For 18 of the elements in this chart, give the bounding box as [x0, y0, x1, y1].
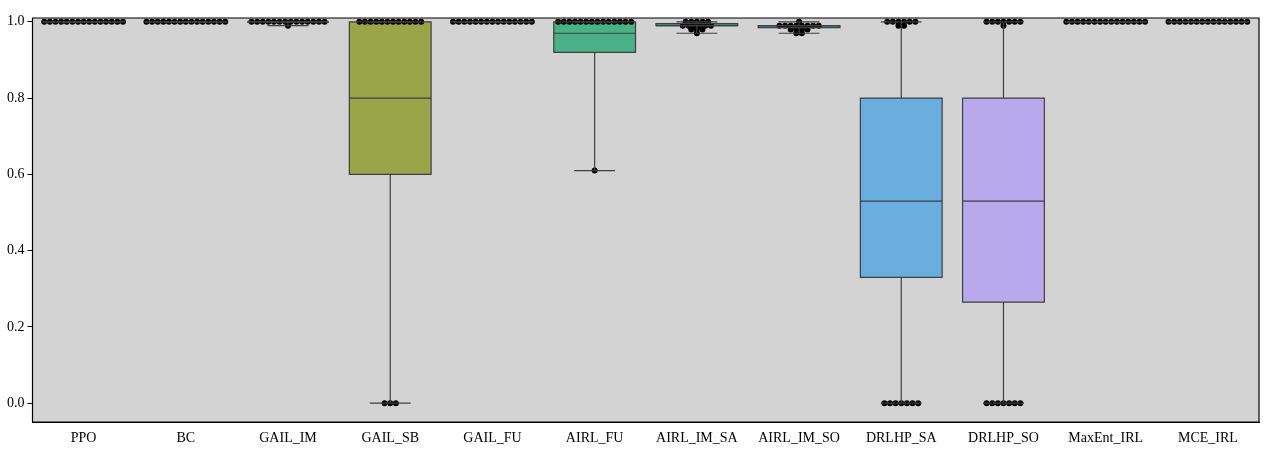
x-tick-label: PPO	[70, 430, 97, 446]
x-tick-label: DRLHP_SO	[968, 430, 1039, 446]
y-tick-label: 0.6	[7, 166, 25, 182]
y-tick-label: 0.0	[7, 394, 25, 410]
x-tick-label: MaxEnt_IRL	[1068, 430, 1144, 446]
y-tick-label: 1.0	[7, 13, 25, 29]
x-tick-label: BC	[176, 430, 196, 446]
x-tick-label: AIRL_IM_SA	[656, 430, 739, 446]
x-tick-label: GAIL_SB	[361, 430, 420, 446]
y-tick-label: 0.8	[7, 89, 25, 105]
x-tick-label: GAIL_IM	[259, 430, 318, 446]
y-tick-label: 0.2	[7, 318, 25, 334]
x-tick-label: DRLHP_SA	[865, 430, 938, 446]
x-tick-label: AIRL_FU	[565, 430, 624, 446]
x-tick-label: AIRL_IM_SO	[758, 430, 840, 446]
x-tick-label: GAIL_FU	[463, 430, 522, 446]
y-tick-label: 0.4	[7, 242, 25, 258]
x-tick-label: MCE_IRL	[1177, 430, 1238, 446]
